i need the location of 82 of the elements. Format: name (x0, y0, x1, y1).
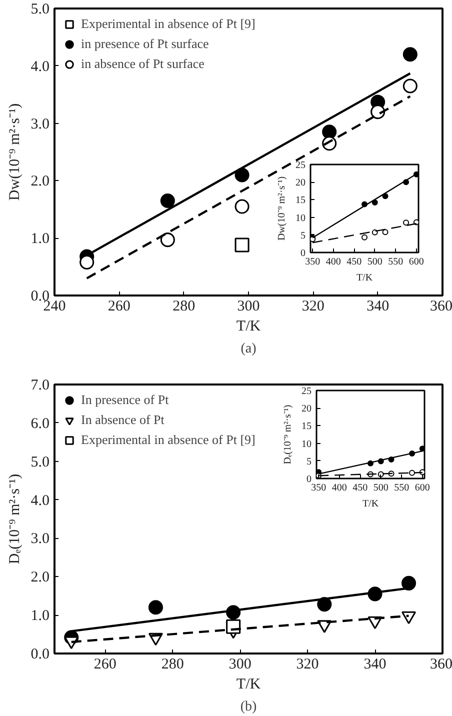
x-tick-label: 280 (172, 298, 196, 314)
x-tick-label: 600 (408, 256, 424, 268)
point (419, 446, 424, 452)
point (402, 47, 418, 62)
point (403, 220, 410, 226)
point (234, 168, 250, 182)
legend-label: In absence of Pt (81, 412, 164, 428)
point (234, 238, 250, 252)
y-tick-label: 4.0 (30, 492, 50, 509)
point (234, 199, 250, 214)
point (372, 200, 378, 206)
y-tick-label: 7.0 (30, 378, 50, 394)
y-tick-label: 2.0 (30, 174, 50, 190)
x-axis-title: T/K (236, 676, 261, 692)
y-tick-label: 0.0 (30, 646, 50, 662)
y-tick-label: 20 (296, 178, 306, 189)
x-tick-label: 400 (332, 482, 347, 494)
legend-label: Experimental in absence of Pt [9] (81, 16, 256, 32)
x-tick-label: 550 (388, 256, 404, 268)
y-tick-label: 10 (302, 438, 312, 450)
y-tick-label: 5 (300, 230, 306, 242)
point (362, 234, 368, 240)
x-tick-label: 300 (228, 656, 252, 672)
point (382, 229, 388, 236)
x-tick-label: 320 (296, 656, 319, 672)
x-tick-label: 300 (237, 298, 260, 314)
x-tick-label: 260 (108, 298, 130, 314)
x-axis-title: T/K (362, 498, 380, 510)
point (372, 229, 378, 236)
x-tick-label: 280 (161, 656, 184, 672)
y-tick-label: 3.0 (30, 531, 50, 548)
y-tick-label: 2.0 (30, 570, 50, 586)
x-tick-label: 550 (394, 482, 410, 494)
point (160, 194, 175, 208)
y-tick-label: 0 (306, 474, 312, 485)
y-tick-label: 1.0 (30, 231, 50, 248)
y-axis-title: Dₑ(10⁻⁹ m²·s⁻¹) (282, 404, 294, 464)
x-tick-label: 350 (305, 256, 320, 268)
x-tick-label: 360 (430, 656, 452, 672)
point (160, 232, 175, 248)
y-tick-label: 25 (296, 160, 306, 171)
y-tick-label: 1.0 (30, 608, 50, 624)
x-tick-label: 320 (302, 298, 324, 314)
x-axis-title: T/K (356, 272, 374, 284)
legend-label: In presence of Pt (81, 392, 169, 408)
x-tick-label: 340 (366, 298, 390, 314)
x-tick-label: 500 (367, 256, 382, 268)
y-tick-label: 3.0 (30, 116, 50, 132)
legend-label: Experimental in absence of Pt [9] (81, 432, 256, 448)
legend-label: in presence of Pt surface (81, 36, 209, 52)
y-axis-title: Dw(10⁻⁹ m²·s⁻¹) (6, 103, 23, 201)
x-tick-label: 400 (326, 256, 341, 268)
y-tick-label: 25 (302, 386, 312, 397)
x-tick-label: 360 (430, 298, 452, 314)
x-tick-label: 500 (373, 482, 388, 494)
text: (b) (240, 700, 257, 714)
y-axis-title: Dw(10⁻⁹ m²·s⁻¹) (276, 176, 288, 241)
point (402, 78, 418, 94)
y-axis-title: Dₑ(10⁻⁹ m²·s⁻¹) (6, 474, 23, 564)
point (409, 470, 416, 476)
x-tick-label: 350 (311, 482, 326, 494)
y-tick-label: 10 (296, 212, 306, 224)
x-tick-label: 340 (364, 656, 386, 672)
y-tick-label: 15 (302, 421, 312, 432)
point (80, 254, 94, 270)
x-axis-title: T/K (236, 318, 261, 334)
y-tick-label: 6.0 (30, 416, 50, 432)
x-tick-label: 260 (94, 656, 116, 672)
x-tick-label: 450 (352, 482, 368, 494)
y-tick-label: 20 (302, 404, 312, 415)
legend-label: in absence of Pt surface (81, 56, 204, 72)
point (322, 124, 337, 140)
y-tick-label: 0 (300, 248, 306, 259)
text: (a) (240, 342, 257, 356)
x-tick-label: 600 (414, 482, 430, 494)
y-tick-label: 5.0 (30, 454, 50, 470)
y-tick-label: 5.0 (30, 2, 50, 18)
y-tick-label: 15 (296, 195, 306, 206)
x-tick-label: 450 (346, 256, 362, 268)
y-tick-label: 5 (306, 456, 312, 468)
point (413, 171, 418, 178)
y-tick-label: 4.0 (30, 58, 50, 75)
